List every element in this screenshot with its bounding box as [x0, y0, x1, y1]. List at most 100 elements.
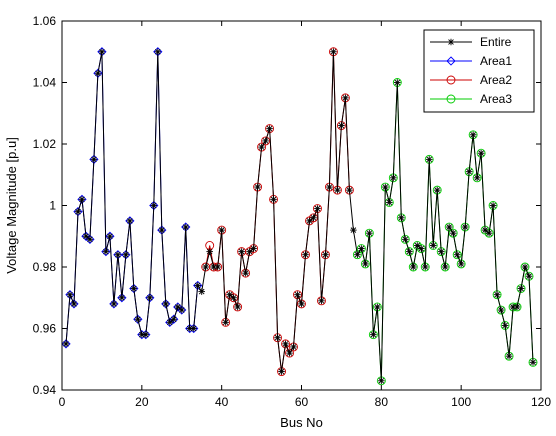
data-point	[354, 251, 361, 258]
data-point	[258, 144, 265, 150]
data-point	[109, 299, 119, 309]
data-point	[378, 377, 385, 384]
data-point	[250, 245, 257, 252]
y-tick-label: 1.02	[33, 137, 57, 151]
data-point	[198, 288, 205, 295]
data-point	[290, 344, 297, 350]
data-point	[500, 320, 510, 330]
data-point	[162, 301, 169, 307]
data-point	[278, 368, 285, 375]
data-point	[117, 293, 127, 303]
data-point	[99, 48, 105, 55]
data-point	[400, 234, 410, 244]
data-point	[155, 48, 161, 55]
data-point	[496, 305, 506, 315]
data-point	[95, 70, 101, 77]
ticks-layer: 0 20 40 60 80 100 120 0.94 0.96 0.98 1 1.02 1.04 1.06	[33, 14, 552, 409]
data-point	[206, 248, 213, 255]
data-point	[390, 175, 397, 181]
data-point	[326, 184, 333, 190]
data-point	[186, 325, 193, 332]
data-point	[486, 230, 492, 236]
data-point	[234, 304, 241, 310]
x-axis-label: Bus No	[280, 415, 323, 430]
data-point	[151, 202, 157, 209]
data-point	[434, 187, 441, 193]
data-point	[103, 248, 109, 255]
data-point	[302, 251, 309, 258]
data-point	[178, 307, 185, 313]
data-point	[458, 261, 464, 267]
data-point	[414, 242, 421, 249]
data-point	[398, 215, 405, 221]
data-point	[466, 168, 472, 175]
data-point	[452, 250, 462, 260]
data-point	[285, 348, 294, 358]
data-point	[75, 208, 81, 215]
data-point	[366, 230, 373, 236]
data-point	[254, 184, 261, 190]
legend-label: Area1	[480, 54, 512, 68]
data-point	[438, 248, 445, 255]
data-point	[69, 299, 79, 309]
data-point	[470, 131, 476, 138]
data-point	[514, 304, 520, 310]
data-point	[131, 285, 137, 292]
data-point	[450, 230, 456, 236]
x-tick-label: 40	[215, 395, 229, 409]
data-point	[298, 301, 305, 307]
legend-item-entire: Entire	[430, 35, 512, 49]
data-point	[107, 233, 113, 240]
legend: Entire Area1 Area2 Area3	[423, 29, 535, 113]
data-point	[394, 79, 401, 86]
series-entire	[62, 48, 537, 385]
data-point	[382, 184, 389, 190]
data-point	[442, 264, 448, 270]
legend-box	[423, 29, 535, 113]
data-point	[522, 264, 528, 270]
y-axis-label: Voltage Magnitude [p.u]	[4, 137, 19, 274]
data-point	[241, 268, 251, 278]
data-point	[139, 331, 145, 338]
x-tick-label: 60	[295, 395, 309, 409]
data-point	[214, 264, 221, 270]
data-point	[174, 304, 181, 310]
series-area3	[352, 78, 538, 386]
data-point	[350, 227, 357, 233]
data-point	[370, 331, 377, 338]
data-point	[91, 156, 97, 163]
data-point	[518, 285, 524, 292]
data-point	[494, 291, 500, 298]
data-point	[478, 150, 484, 157]
data-point	[218, 227, 225, 233]
data-point	[314, 205, 321, 212]
data-point	[430, 242, 437, 249]
data-point	[462, 224, 468, 230]
data-point	[352, 250, 362, 260]
data-point	[222, 319, 229, 326]
y-tick-label: 0.96	[33, 322, 57, 336]
data-point	[404, 247, 414, 257]
data-point	[346, 187, 353, 193]
data-point	[194, 282, 201, 289]
x-tick-label: 0	[59, 395, 66, 409]
y-tick-label: 1	[49, 199, 56, 213]
x-tick-label: 20	[135, 395, 149, 409]
y-tick-label: 0.98	[33, 260, 57, 274]
data-point	[358, 245, 365, 252]
data-point	[202, 264, 209, 270]
data-point	[506, 353, 512, 359]
data-point	[79, 196, 85, 203]
data-point	[123, 251, 129, 258]
data-point	[262, 138, 269, 144]
data-point	[135, 316, 141, 323]
data-point	[147, 294, 153, 301]
data-point	[446, 94, 456, 104]
x-tick-label: 80	[375, 395, 389, 409]
data-point	[158, 227, 165, 233]
data-point	[530, 359, 536, 366]
y-tick-label: 1.06	[33, 14, 57, 28]
data-point	[330, 48, 337, 55]
data-point	[261, 136, 271, 146]
legend-item-area1: Area1	[430, 54, 512, 68]
